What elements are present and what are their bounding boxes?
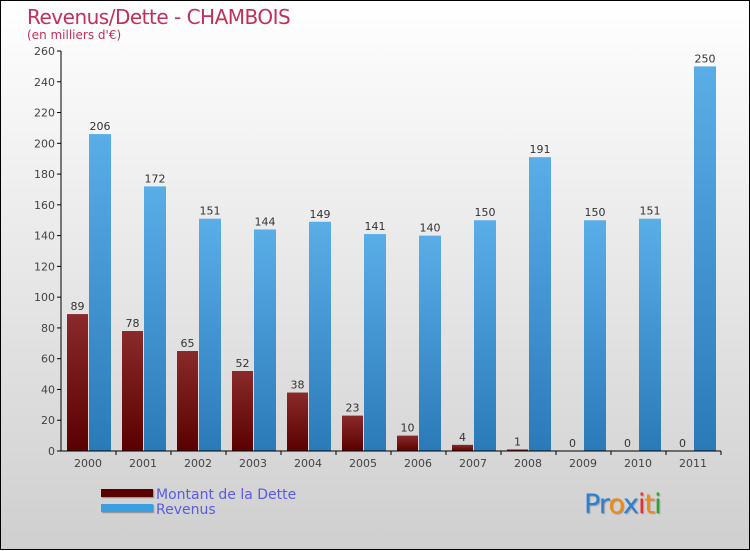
y-tick-label: 160 <box>34 199 55 212</box>
bar-dette <box>397 435 418 451</box>
data-label-revenus: 206 <box>90 120 111 133</box>
y-tick-label: 40 <box>41 383 55 396</box>
data-label-revenus: 151 <box>200 205 221 218</box>
bar-revenus <box>144 186 166 451</box>
y-tick-label: 100 <box>34 291 55 304</box>
x-tick-label: 2009 <box>569 457 597 470</box>
x-tick-label: 2007 <box>459 457 487 470</box>
x-tick-label: 2003 <box>239 457 267 470</box>
proxiti-logo: Proxiti <box>584 489 662 520</box>
x-tick-label: 2005 <box>349 457 377 470</box>
logo-letter: i <box>654 489 661 520</box>
bar-dette <box>287 392 308 451</box>
data-label-dette: 0 <box>569 437 576 450</box>
data-label-revenus: 151 <box>640 205 661 218</box>
data-label-revenus: 144 <box>255 215 276 228</box>
logo-letter: i <box>638 489 645 520</box>
y-tick-label: 180 <box>34 168 55 181</box>
y-tick-label: 80 <box>41 322 55 335</box>
data-label-revenus: 150 <box>585 206 606 219</box>
bar-revenus <box>309 221 331 451</box>
y-tick-label: 120 <box>34 260 55 273</box>
y-tick-label: 260 <box>34 45 55 58</box>
bar-dette <box>452 444 473 451</box>
data-label-revenus: 141 <box>365 220 386 233</box>
logo-letter: t <box>644 489 656 520</box>
legend-swatch-revenus <box>101 504 153 512</box>
bar-dette <box>67 314 88 451</box>
bar-revenus <box>529 157 551 451</box>
y-tick-label: 60 <box>41 353 55 366</box>
x-tick-label: 2000 <box>74 457 102 470</box>
y-tick-label: 20 <box>41 414 55 427</box>
data-label-dette: 23 <box>346 402 360 415</box>
bar-revenus <box>199 218 221 451</box>
data-label-dette: 38 <box>291 379 305 392</box>
bar-revenus <box>694 66 716 451</box>
data-label-dette: 4 <box>459 431 466 444</box>
legend-swatch-dette <box>101 489 153 497</box>
x-tick-label: 2004 <box>294 457 322 470</box>
data-label-dette: 10 <box>401 422 415 435</box>
x-tick-label: 2002 <box>184 457 212 470</box>
y-tick-label: 240 <box>34 76 55 89</box>
y-tick-label: 200 <box>34 137 55 150</box>
data-label-revenus: 250 <box>695 52 716 65</box>
bar-dette <box>342 415 363 451</box>
data-label-dette: 1 <box>514 435 521 448</box>
data-label-dette: 89 <box>71 300 85 313</box>
bar-revenus <box>584 220 606 451</box>
legend-label-revenus: Revenus <box>156 502 216 518</box>
x-tick-label: 2008 <box>514 457 542 470</box>
legend-label-dette: Montant de la Dette <box>156 487 297 503</box>
chart-title: Revenus/Dette - CHAMBOIS <box>27 5 291 29</box>
y-tick-label: 140 <box>34 230 55 243</box>
bar-revenus <box>89 134 111 452</box>
bar-revenus <box>419 235 441 451</box>
logo-letter: o <box>608 489 624 520</box>
x-tick-label: 2011 <box>679 457 707 470</box>
bar-dette <box>507 449 528 451</box>
bar-revenus <box>254 229 276 451</box>
data-label-revenus: 172 <box>145 172 166 185</box>
data-label-dette: 0 <box>679 437 686 450</box>
x-tick-label: 2001 <box>129 457 157 470</box>
data-label-dette: 65 <box>181 337 195 350</box>
bar-dette <box>122 331 143 451</box>
x-tick-label: 2010 <box>624 457 652 470</box>
data-label-dette: 0 <box>624 437 631 450</box>
y-tick-label: 220 <box>34 107 55 120</box>
bar-dette <box>232 371 253 451</box>
x-tick-label: 2006 <box>404 457 432 470</box>
data-label-revenus: 191 <box>530 143 551 156</box>
bar-revenus <box>364 234 386 451</box>
y-tick-label: 0 <box>48 445 55 458</box>
data-label-revenus: 150 <box>475 206 496 219</box>
bar-revenus <box>639 218 661 451</box>
chart-subtitle: (en milliers d'€) <box>27 28 122 42</box>
data-label-revenus: 149 <box>310 208 331 221</box>
bar-revenus <box>474 220 496 451</box>
data-label-dette: 78 <box>126 317 140 330</box>
logo-letter: r <box>598 489 609 520</box>
bar-dette <box>177 351 198 451</box>
logo-letter: x <box>623 489 639 520</box>
logo-letter: P <box>584 489 600 520</box>
data-label-dette: 52 <box>236 357 250 370</box>
data-label-revenus: 140 <box>420 222 441 235</box>
